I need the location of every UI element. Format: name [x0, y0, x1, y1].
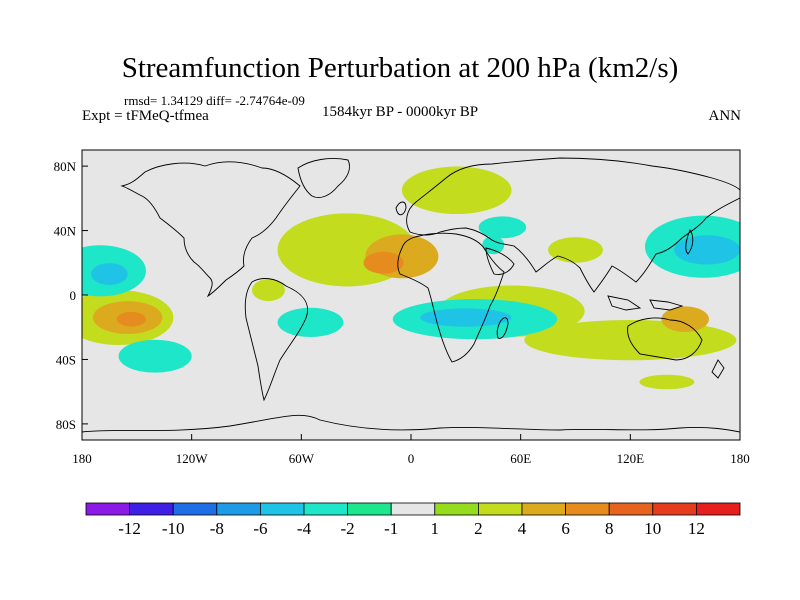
anomaly-c-asia-low: [478, 216, 527, 239]
lat-tick-label: 80S: [56, 417, 76, 432]
coast-arabia: [485, 247, 515, 275]
season-label: ANN: [708, 108, 742, 124]
anomaly-s-america-high: [251, 279, 285, 302]
colorbar-swatch: [172, 502, 218, 516]
coast-eurasia: [406, 157, 740, 293]
anomaly-scandinavia-high: [401, 166, 512, 215]
colorbar-swatch: [129, 502, 174, 516]
lon-tick-label: 60W: [289, 451, 315, 466]
anomaly-indian-ocean-core: [420, 308, 512, 327]
coastlines: [82, 157, 740, 433]
anomaly-s-ocean-high: [639, 374, 695, 390]
colorbar-label: -10: [162, 519, 185, 538]
lat-tick-label: 40S: [56, 352, 76, 367]
colorbar-swatch: [521, 502, 566, 516]
anomaly-w-africa-core: [363, 251, 404, 274]
coast-indonesia: [607, 295, 684, 311]
colorbar-swatch: [608, 502, 654, 516]
lon-tick-label: 60E: [510, 451, 531, 466]
colorbar-label: -12: [118, 519, 141, 538]
colorbar-label: 1: [431, 519, 440, 538]
colorbar-swatch: [477, 502, 523, 516]
coast-greenland: [297, 157, 350, 198]
lat-tick-label: 40N: [54, 224, 77, 239]
lon-tick-label: 120E: [617, 451, 645, 466]
lat-tick-label: 0: [70, 288, 77, 303]
colorbar-swatch: [390, 502, 436, 516]
lon-tick-label: 120W: [176, 451, 209, 466]
experiment-label: Expt = tFMeQ-tfmea: [82, 108, 209, 124]
colorbar-swatch: [696, 502, 741, 516]
anomaly-s-pacific-low: [118, 339, 192, 373]
colorbar-swatch: [85, 502, 130, 516]
anomaly-n-pacific-core: [674, 235, 740, 265]
plot-title: Streamfunction Perturbation at 200 hPa (…: [121, 52, 679, 84]
colorbar-label: 4: [518, 519, 527, 538]
anomaly-india-high: [548, 237, 603, 263]
lon-tick-label: 180: [72, 451, 92, 466]
colorbar-label: 10: [644, 519, 661, 538]
coast-japan: [685, 229, 694, 255]
colorbar-label: -1: [384, 519, 398, 538]
coast-new-zealand: [711, 359, 725, 379]
colorbar-swatch: [652, 502, 697, 516]
colorbar: -12 -10 -8 -6 -4 -2 -1 1 2 4 6 8 10 12: [85, 502, 741, 538]
coast-south-america: [244, 278, 308, 402]
lon-tick-label: 180: [730, 451, 750, 466]
period-label: 1584kyr BP - 0000kyr BP: [321, 104, 479, 120]
colorbar-label: -2: [341, 519, 355, 538]
rmsd-diff-stats: rmsd= 1.34129 diff= -2.74764e-09: [124, 93, 305, 108]
coast-madagascar: [496, 317, 509, 339]
lon-tick-label: 0: [408, 451, 415, 466]
anomaly-e-pacific-core: [91, 263, 128, 286]
lat-tick-label: 80N: [54, 159, 77, 174]
anomaly-e-africa-low: [482, 235, 505, 255]
map-axes: 180 120W 60W 0 60E 120E 180 80N 40N 0 40S 80S: [54, 159, 750, 466]
colorbar-swatch: [565, 502, 610, 516]
coast-british-isles: [395, 201, 407, 216]
colorbar-swatch: [216, 502, 261, 516]
colorbar-label: -8: [210, 519, 224, 538]
colorbar-label: -4: [297, 519, 312, 538]
colorbar-swatch: [303, 502, 348, 516]
coast-north-america: [120, 161, 301, 298]
anomaly-w-pacific-inner: [116, 311, 146, 327]
anomaly-australia-core: [661, 306, 709, 332]
colorbar-swatch: [259, 502, 305, 516]
colorbar-swatch: [347, 502, 392, 516]
coast-africa: [397, 232, 505, 363]
colorbar-label: 12: [688, 519, 705, 538]
coast-australia: [627, 317, 703, 361]
colorbar-swatch: [434, 502, 479, 516]
colorbar-label: 2: [474, 519, 483, 538]
colorbar-label: 8: [605, 519, 614, 538]
coast-antarctica: [82, 414, 740, 433]
anomaly-s-atlantic-low: [277, 307, 344, 338]
colorbar-label: -6: [253, 519, 267, 538]
colorbar-label: 6: [561, 519, 570, 538]
